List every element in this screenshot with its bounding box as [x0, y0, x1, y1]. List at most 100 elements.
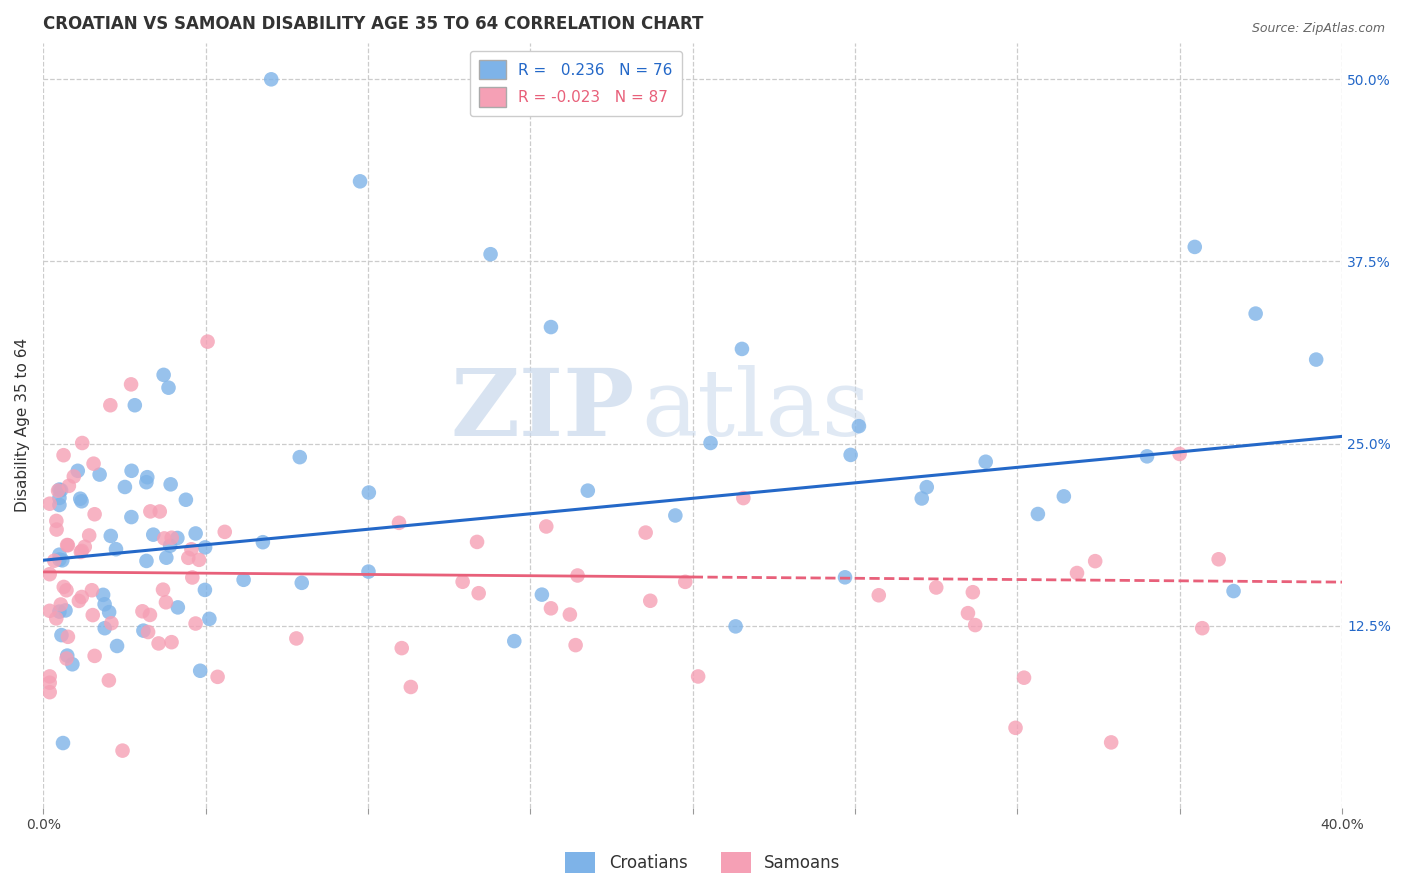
Point [1191, 621, 1213, 635]
Point [100, 616, 122, 631]
Point [93, 597, 115, 611]
Point [166, 531, 188, 545]
Point [503, 634, 526, 648]
Point [232, 573, 254, 587]
Point [1305, 352, 1327, 367]
Point [67, 594, 90, 608]
Point [174, 492, 197, 507]
Point [1244, 307, 1267, 321]
Point [160, 635, 183, 649]
Point [48, 605, 70, 619]
Point [177, 550, 200, 565]
Point [207, 670, 229, 684]
Point [51, 628, 73, 642]
Point [77, 528, 100, 542]
Point [97, 673, 120, 688]
Point [252, 535, 274, 549]
Point [73, 540, 96, 554]
Point [56, 648, 79, 663]
Point [139, 607, 162, 622]
Point [124, 398, 146, 412]
Point [131, 604, 153, 618]
Point [48, 491, 70, 505]
Point [83, 457, 105, 471]
Point [214, 524, 236, 539]
Point [564, 638, 586, 652]
Point [56, 630, 79, 644]
Point [962, 585, 984, 599]
Point [70, 436, 93, 450]
Point [1066, 566, 1088, 580]
Point [152, 582, 174, 597]
Point [121, 464, 143, 478]
Point [1208, 552, 1230, 566]
Point [48, 483, 70, 497]
Point [181, 570, 204, 584]
Point [357, 565, 380, 579]
Point [135, 475, 157, 490]
Point [188, 664, 211, 678]
Text: Source: ZipAtlas.com: Source: ZipAtlas.com [1251, 22, 1385, 36]
Point [1184, 240, 1206, 254]
Point [868, 588, 890, 602]
Point [1084, 554, 1107, 568]
Point [391, 641, 413, 656]
Point [55, 651, 77, 665]
Point [530, 588, 553, 602]
Point [576, 483, 599, 498]
Point [44, 554, 66, 568]
Point [159, 477, 181, 491]
Point [98, 398, 121, 412]
Legend: R =   0.236   N = 76, R = -0.023   N = 87: R = 0.236 N = 76, R = -0.023 N = 87 [470, 51, 682, 116]
Point [536, 519, 558, 533]
Point [46, 483, 69, 498]
Point [184, 526, 207, 541]
Point [89, 467, 111, 482]
Point [38, 669, 60, 683]
Point [834, 570, 856, 584]
Point [399, 680, 422, 694]
Point [194, 582, 217, 597]
Point [664, 508, 686, 523]
Point [70, 544, 93, 558]
Point [388, 516, 411, 530]
Point [66, 464, 89, 478]
Point [1004, 721, 1026, 735]
Text: CROATIAN VS SAMOAN DISABILITY AGE 35 TO 64 CORRELATION CHART: CROATIAN VS SAMOAN DISABILITY AGE 35 TO … [44, 15, 703, 33]
Point [48, 498, 70, 512]
Point [911, 491, 934, 506]
Point [1136, 450, 1159, 464]
Point [82, 608, 104, 623]
Point [1026, 507, 1049, 521]
Point [52, 736, 75, 750]
Point [104, 542, 127, 557]
Point [540, 601, 562, 615]
Point [60, 657, 83, 672]
Point [956, 606, 979, 620]
Point [155, 595, 177, 609]
Point [142, 527, 165, 541]
Point [83, 648, 105, 663]
Point [52, 448, 75, 462]
Point [699, 436, 721, 450]
Point [38, 604, 60, 618]
Point [349, 174, 371, 188]
Point [80, 583, 103, 598]
Point [48, 548, 70, 562]
Point [136, 625, 159, 640]
Point [148, 636, 170, 650]
Point [160, 531, 183, 545]
Point [540, 320, 562, 334]
Point [149, 504, 172, 518]
Point [839, 448, 862, 462]
Point [152, 368, 174, 382]
Point [465, 535, 488, 549]
Point [38, 497, 60, 511]
Point [731, 342, 754, 356]
Point [673, 574, 696, 589]
Point [1012, 671, 1035, 685]
Point [98, 605, 121, 619]
Point [1099, 735, 1122, 749]
Point [120, 510, 142, 524]
Point [285, 632, 308, 646]
